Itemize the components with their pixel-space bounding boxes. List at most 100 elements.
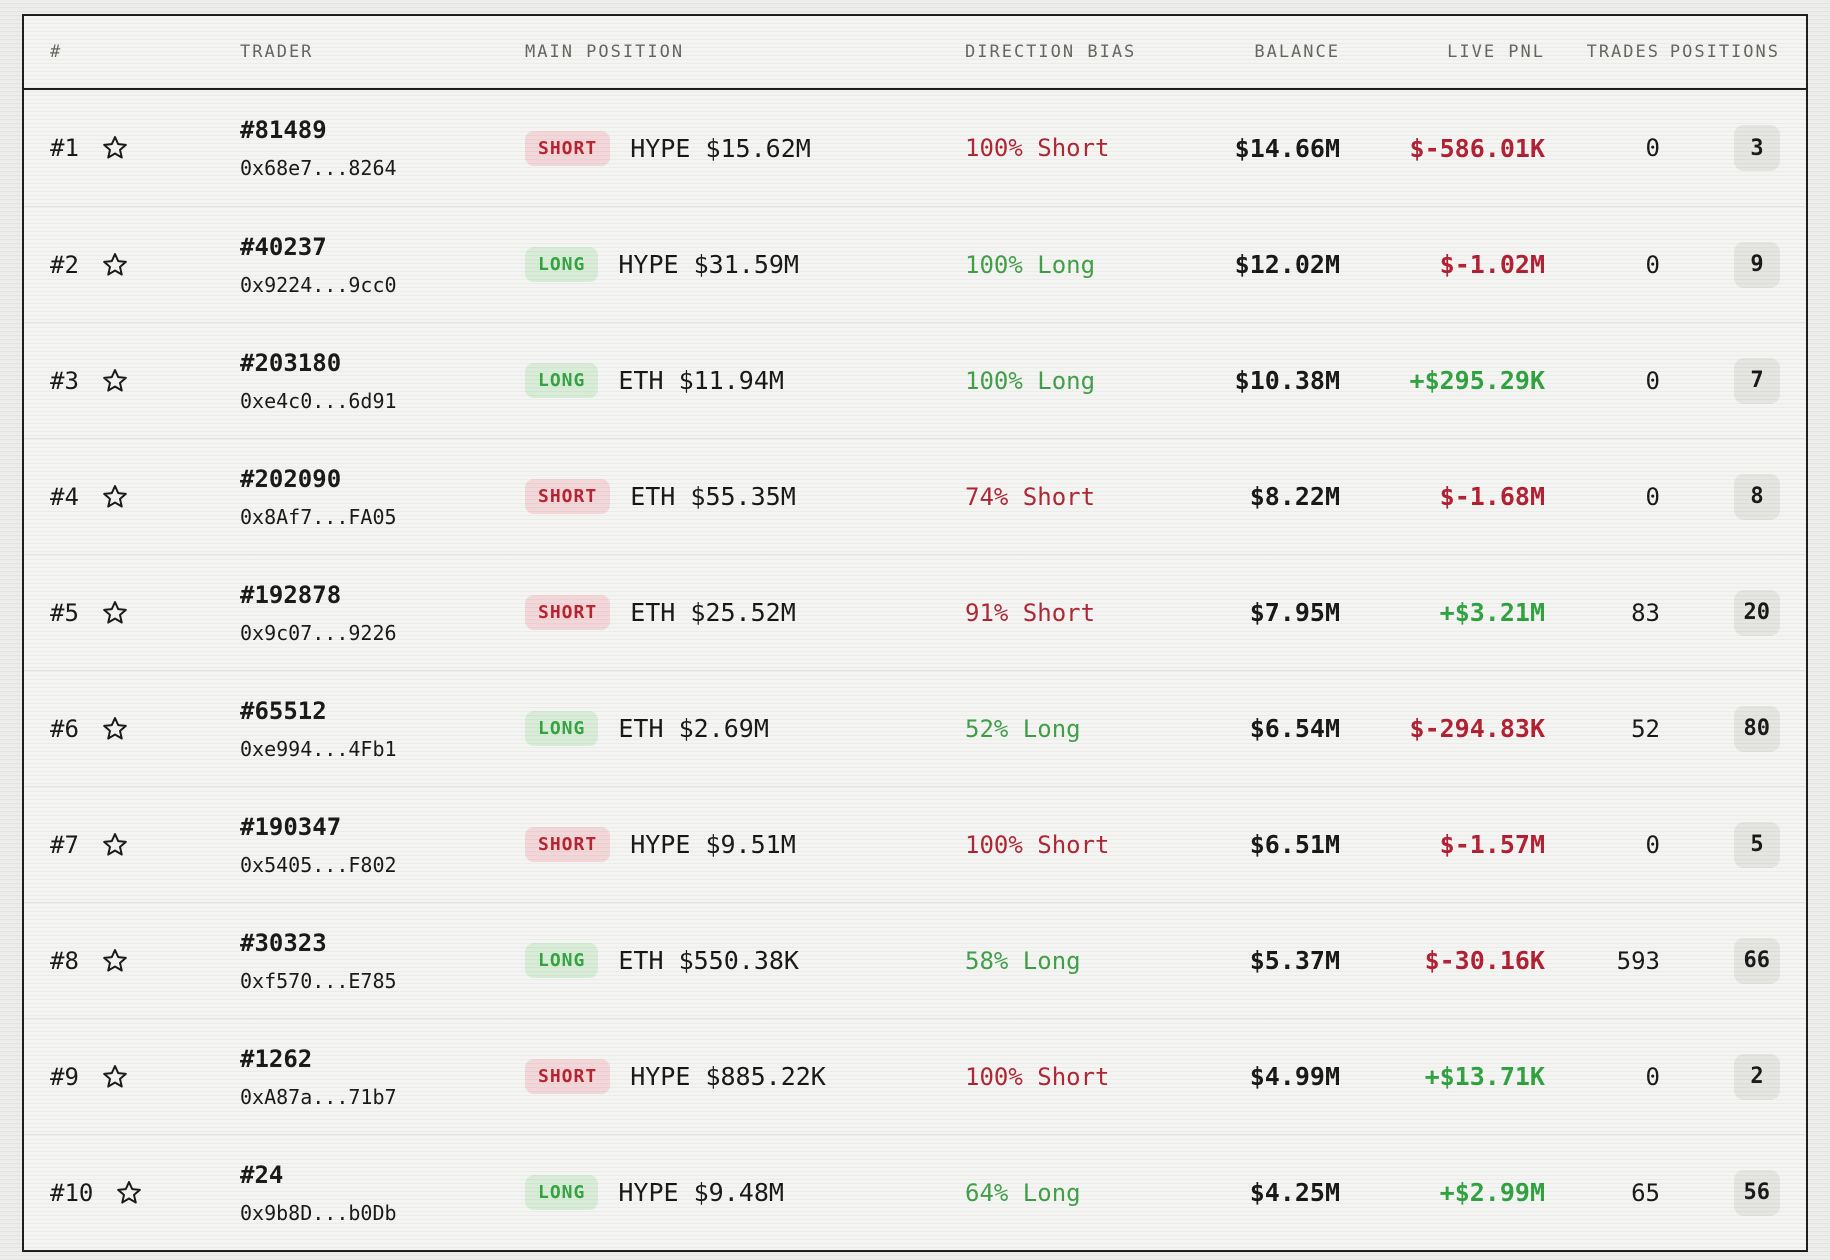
balance-value: $10.38M — [1234, 366, 1340, 395]
trader-address[interactable]: 0x5405...F802 — [240, 852, 397, 877]
direction-bias-value: 100% Short — [965, 1062, 1110, 1091]
trader-address[interactable]: 0x9c07...9226 — [240, 620, 397, 645]
table-row[interactable]: #1 #81489 0x68e7...8264 SHORT HYPE $15.6… — [24, 90, 1806, 206]
live-pnl-value: +$295.29K — [1409, 366, 1545, 395]
trader-id[interactable]: #65512 — [240, 696, 327, 725]
positions-count-badge: 5 — [1734, 821, 1780, 868]
live-pnl-value: $-1.68M — [1439, 482, 1545, 511]
trades-count: 0 — [1645, 250, 1660, 279]
favorite-star-icon[interactable] — [101, 134, 129, 162]
favorite-star-icon[interactable] — [101, 831, 129, 859]
table-row[interactable]: #7 #190347 0x5405...F802 SHORT HYPE $9.5… — [24, 786, 1806, 902]
trader-address[interactable]: 0x9b8D...b0Db — [240, 1200, 397, 1225]
balance-value: $14.66M — [1234, 133, 1340, 163]
favorite-star-icon[interactable] — [101, 251, 129, 279]
trader-address[interactable]: 0x8Af7...FA05 — [240, 504, 397, 529]
traders-leaderboard-table: # TRADER MAIN POSITION DIRECTION BIAS BA… — [22, 14, 1808, 1252]
position-side-badge: LONG — [525, 711, 599, 746]
rank-label: #9 — [50, 1062, 79, 1091]
table-row[interactable]: #2 #40237 0x9224...9cc0 LONG HYPE $31.59… — [24, 206, 1806, 322]
live-pnl-value: +$13.71K — [1424, 1062, 1545, 1091]
trader-id[interactable]: #1262 — [240, 1044, 313, 1073]
positions-count-badge: 56 — [1733, 1169, 1780, 1216]
position-side-badge: LONG — [525, 247, 599, 282]
trades-count: 0 — [1645, 1062, 1660, 1091]
trader-id[interactable]: #190347 — [240, 812, 342, 841]
trader-id[interactable]: #24 — [240, 1160, 284, 1189]
position-asset-amount: HYPE $15.62M — [630, 133, 811, 163]
trades-count: 0 — [1645, 830, 1660, 859]
trades-count: 0 — [1645, 482, 1660, 511]
trades-count: 0 — [1645, 134, 1660, 162]
header-main-position: MAIN POSITION — [525, 42, 685, 62]
table-row[interactable]: #10 #24 0x9b8D...b0Db LONG HYPE $9.48M 6… — [24, 1134, 1806, 1250]
trader-address[interactable]: 0x9224...9cc0 — [240, 272, 397, 297]
position-asset-amount: ETH $11.94M — [618, 366, 784, 395]
favorite-star-icon[interactable] — [101, 1063, 129, 1091]
live-pnl-value: $-1.57M — [1439, 830, 1545, 859]
table-row[interactable]: #5 #192878 0x9c07...9226 SHORT ETH $25.5… — [24, 554, 1806, 670]
header-balance: BALANCE — [1254, 42, 1340, 62]
rank-label: #5 — [50, 598, 79, 627]
direction-bias-value: 64% Long — [965, 1178, 1081, 1207]
table-row[interactable]: #6 #65512 0xe994...4Fb1 LONG ETH $2.69M … — [24, 670, 1806, 786]
favorite-star-icon[interactable] — [101, 367, 129, 395]
trader-address[interactable]: 0xf570...E785 — [240, 968, 397, 993]
direction-bias-value: 100% Short — [965, 830, 1110, 859]
live-pnl-value: +$3.21M — [1439, 598, 1545, 627]
rank-label: #10 — [50, 1178, 94, 1207]
rank-label: #6 — [50, 714, 79, 743]
header-trader: TRADER — [240, 42, 314, 62]
trader-address[interactable]: 0x68e7...8264 — [240, 156, 397, 180]
table-row[interactable]: #4 #202090 0x8Af7...FA05 SHORT ETH $55.3… — [24, 438, 1806, 554]
positions-count-badge: 2 — [1734, 1053, 1780, 1100]
position-side-badge: LONG — [525, 943, 599, 978]
rank-label: #2 — [50, 250, 79, 279]
trader-id[interactable]: #30323 — [240, 928, 327, 957]
balance-value: $12.02M — [1234, 250, 1340, 279]
trades-count: 0 — [1645, 366, 1660, 395]
live-pnl-value: $-294.83K — [1409, 714, 1545, 743]
positions-count-badge: 80 — [1733, 705, 1780, 752]
table-row[interactable]: #8 #30323 0xf570...E785 LONG ETH $550.38… — [24, 902, 1806, 1018]
position-asset-amount: HYPE $885.22K — [630, 1062, 826, 1091]
positions-count-badge: 7 — [1734, 357, 1780, 404]
rank-label: #4 — [50, 482, 79, 511]
direction-bias-value: 74% Short — [965, 482, 1096, 511]
favorite-star-icon[interactable] — [101, 483, 129, 511]
positions-count-badge: 20 — [1733, 589, 1780, 636]
trades-count: 52 — [1631, 714, 1660, 743]
trader-address[interactable]: 0xe4c0...6d91 — [240, 388, 397, 413]
trades-count: 83 — [1631, 598, 1660, 627]
balance-value: $4.25M — [1249, 1178, 1340, 1207]
table-row[interactable]: #9 #1262 0xA87a...71b7 SHORT HYPE $885.2… — [24, 1018, 1806, 1134]
position-side-badge: SHORT — [525, 595, 611, 630]
trader-id[interactable]: #203180 — [240, 348, 342, 377]
position-asset-amount: HYPE $31.59M — [618, 250, 799, 279]
favorite-star-icon[interactable] — [115, 1179, 143, 1207]
trader-address[interactable]: 0xe994...4Fb1 — [240, 736, 397, 761]
header-trades: TRADES — [1586, 42, 1660, 62]
table-row[interactable]: #3 #203180 0xe4c0...6d91 LONG ETH $11.94… — [24, 322, 1806, 438]
header-direction-bias: DIRECTION BIAS — [965, 42, 1137, 62]
live-pnl-value: +$2.99M — [1439, 1178, 1545, 1207]
direction-bias-value: 100% Short — [965, 134, 1110, 162]
balance-value: $7.95M — [1249, 598, 1340, 627]
trader-id[interactable]: #192878 — [240, 580, 342, 609]
favorite-star-icon[interactable] — [101, 715, 129, 743]
positions-count-badge: 66 — [1733, 937, 1780, 984]
position-side-badge: SHORT — [525, 130, 611, 166]
direction-bias-value: 58% Long — [965, 946, 1081, 975]
live-pnl-value: $-30.16K — [1424, 946, 1545, 975]
live-pnl-value: $-586.01K — [1409, 133, 1545, 163]
position-asset-amount: HYPE $9.48M — [618, 1178, 784, 1207]
favorite-star-icon[interactable] — [101, 599, 129, 627]
favorite-star-icon[interactable] — [101, 947, 129, 975]
position-side-badge: SHORT — [525, 827, 611, 862]
trader-id[interactable]: #81489 — [240, 116, 327, 144]
trader-address[interactable]: 0xA87a...71b7 — [240, 1084, 397, 1109]
trader-id[interactable]: #40237 — [240, 232, 327, 261]
table-body: #1 #81489 0x68e7...8264 SHORT HYPE $15.6… — [24, 90, 1806, 1250]
direction-bias-value: 100% Long — [965, 250, 1096, 279]
trader-id[interactable]: #202090 — [240, 464, 342, 493]
